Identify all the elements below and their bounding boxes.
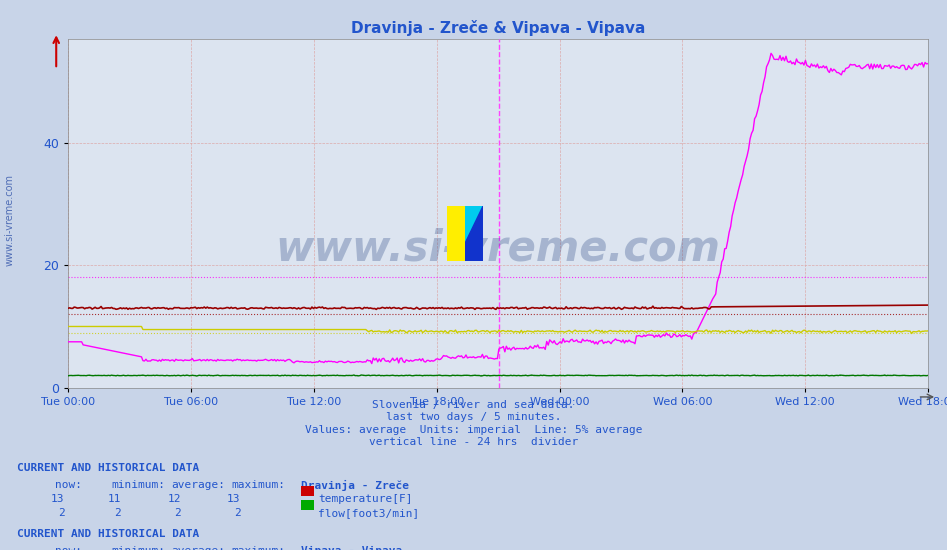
Text: average:: average: [171,546,225,550]
Text: flow[foot3/min]: flow[foot3/min] [318,508,420,518]
Text: now:: now: [55,546,82,550]
Polygon shape [466,206,483,242]
Text: now:: now: [55,480,82,490]
Text: 13: 13 [227,494,241,504]
Text: 2: 2 [115,508,121,518]
Text: maximum:: maximum: [231,546,285,550]
Text: 12: 12 [168,494,181,504]
Text: Vipava - Vipava: Vipava - Vipava [301,546,402,550]
Text: last two days / 5 minutes.: last two days / 5 minutes. [385,412,562,422]
Polygon shape [466,206,483,261]
Text: temperature[F]: temperature[F] [318,494,413,504]
Text: www.si-vreme.com: www.si-vreme.com [5,174,14,266]
Text: CURRENT AND HISTORICAL DATA: CURRENT AND HISTORICAL DATA [17,463,199,473]
Text: 2: 2 [58,508,64,518]
Text: vertical line - 24 hrs  divider: vertical line - 24 hrs divider [369,437,578,447]
Text: Slovenia / river and sea data.: Slovenia / river and sea data. [372,400,575,410]
Text: average:: average: [171,480,225,490]
Text: minimum:: minimum: [112,480,166,490]
Text: 13: 13 [51,494,64,504]
Text: maximum:: maximum: [231,480,285,490]
Title: Dravinja - Zreče & Vipava - Vipava: Dravinja - Zreče & Vipava - Vipava [351,20,645,36]
Text: minimum:: minimum: [112,546,166,550]
Text: www.si-vreme.com: www.si-vreme.com [276,227,721,269]
Text: Dravinja - Zreče: Dravinja - Zreče [301,480,409,491]
Text: 2: 2 [234,508,241,518]
Text: 2: 2 [174,508,181,518]
Text: 11: 11 [108,494,121,504]
Text: CURRENT AND HISTORICAL DATA: CURRENT AND HISTORICAL DATA [17,529,199,539]
Text: Values: average  Units: imperial  Line: 5% average: Values: average Units: imperial Line: 5%… [305,425,642,435]
Polygon shape [447,206,466,261]
